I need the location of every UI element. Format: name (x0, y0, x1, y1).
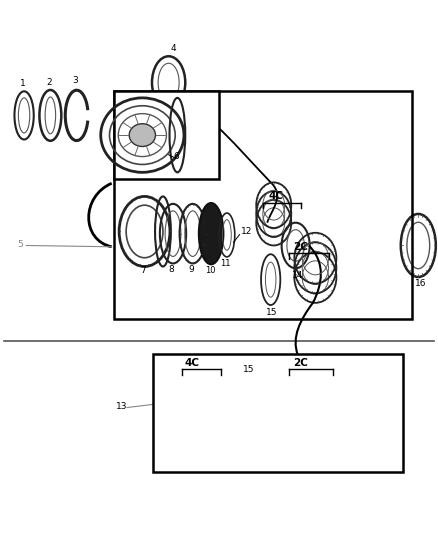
Text: 1: 1 (20, 78, 25, 87)
Ellipse shape (129, 124, 155, 147)
Text: 11: 11 (220, 259, 231, 268)
Text: 13: 13 (116, 402, 127, 411)
Bar (153, 354, 403, 472)
Text: 8: 8 (169, 265, 174, 274)
Text: 14: 14 (292, 271, 304, 280)
Text: 3: 3 (72, 76, 78, 85)
Text: 5: 5 (18, 240, 23, 249)
Text: 2C: 2C (293, 242, 308, 252)
Text: 9: 9 (188, 265, 194, 274)
Text: 7: 7 (140, 266, 146, 275)
Text: 4: 4 (171, 44, 177, 53)
Text: 12: 12 (241, 227, 252, 236)
Text: 10: 10 (205, 266, 216, 275)
Text: 15: 15 (243, 365, 254, 374)
Bar (114, 91, 219, 179)
Text: 2: 2 (46, 78, 52, 87)
Text: 15: 15 (266, 308, 278, 317)
Ellipse shape (199, 203, 223, 264)
Text: 16: 16 (415, 279, 426, 288)
Bar (114, 91, 412, 319)
Text: 6: 6 (173, 152, 179, 161)
Text: 2C: 2C (293, 358, 308, 368)
Text: 4C: 4C (185, 358, 200, 368)
Text: 4C: 4C (268, 191, 283, 201)
